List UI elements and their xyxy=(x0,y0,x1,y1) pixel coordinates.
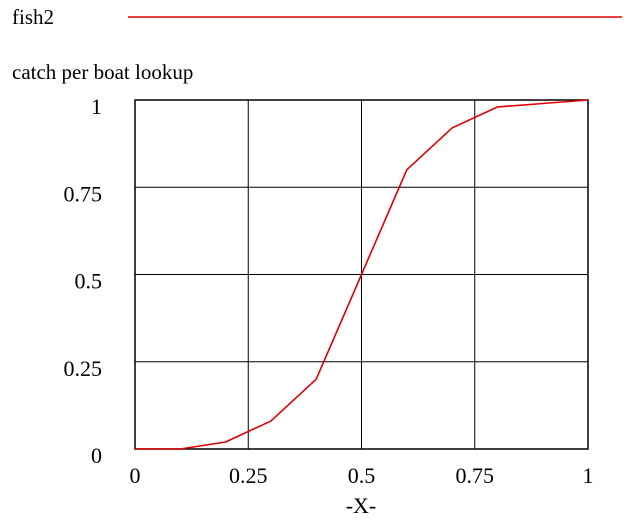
plot-frame xyxy=(134,99,589,450)
series-line-fish2 xyxy=(135,99,589,450)
legend-label: fish2 xyxy=(12,5,54,29)
x-tick-label: 0.25 xyxy=(229,463,268,488)
x-tick-label: 1 xyxy=(583,463,594,488)
x-axis: 0 0.25 0.5 0.75 1 xyxy=(130,463,594,488)
chart-title: catch per boat lookup xyxy=(12,60,193,84)
y-tick-label: 0.5 xyxy=(75,269,103,294)
x-axis-label: -X- xyxy=(346,493,377,518)
x-tick-label: 0.5 xyxy=(348,463,376,488)
x-tick-label: 0 xyxy=(130,463,141,488)
y-tick-label: 0 xyxy=(91,443,102,468)
y-tick-label: 1 xyxy=(91,94,102,119)
y-tick-label: 0.75 xyxy=(64,181,103,206)
y-tick-label: 0.25 xyxy=(64,356,103,381)
series-layer xyxy=(135,99,589,450)
x-tick-label: 0.75 xyxy=(456,463,495,488)
y-axis: 0 0.25 0.5 0.75 1 xyxy=(64,94,103,468)
